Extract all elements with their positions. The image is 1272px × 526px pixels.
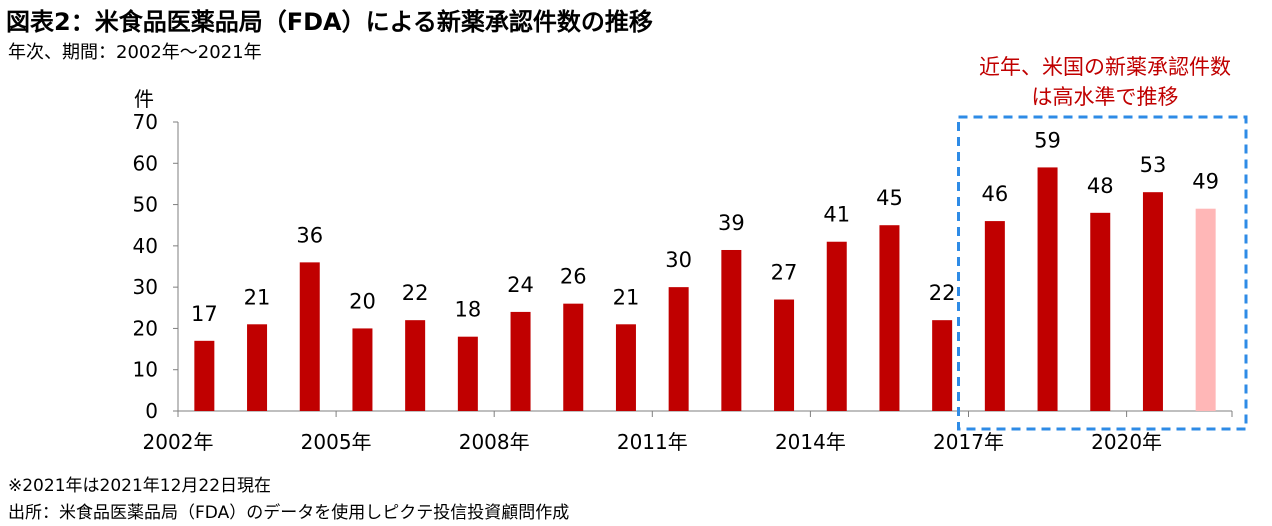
bar-value-label: 49 — [1192, 170, 1219, 194]
bar — [932, 320, 953, 411]
bar-value-label: 21 — [613, 285, 640, 309]
bar-value-label: 26 — [560, 265, 587, 289]
bar — [194, 340, 215, 411]
annotation-line2: は高水準で推移 — [1031, 85, 1179, 109]
bar — [984, 221, 1005, 411]
bar — [352, 328, 373, 411]
bar — [457, 336, 478, 411]
bar — [1037, 167, 1058, 411]
bar — [1090, 212, 1111, 411]
bar-value-label: 36 — [296, 223, 323, 247]
x-tick-label: 2011年 — [617, 430, 688, 454]
footnote-source: 出所：米食品医薬品局（FDA）のデータを使用しピクテ投信投資顧問作成 — [8, 503, 570, 523]
bar-value-label: 30 — [665, 248, 692, 272]
x-tick-label: 2002年 — [143, 430, 214, 454]
bar-value-label: 20 — [349, 289, 376, 313]
bar — [721, 249, 742, 411]
chart-title: 図表2：米食品医薬品局（FDA）による新薬承認件数の推移 — [6, 8, 653, 36]
bar-value-label: 17 — [191, 302, 218, 326]
y-axis-unit-label: 件 — [134, 87, 154, 111]
bar-value-label: 24 — [507, 273, 534, 297]
bar — [1195, 208, 1216, 411]
highlight-annotation: 近年、米国の新薬承認件数 は高水準で推移 — [940, 52, 1270, 112]
x-tick-label: 2020年 — [1091, 430, 1162, 454]
bars — [194, 167, 1216, 411]
bar-value-label: 45 — [876, 186, 903, 210]
bar — [615, 324, 636, 411]
bar — [879, 225, 900, 411]
bar-value-label: 22 — [929, 281, 956, 305]
y-tick-label: 30 — [133, 275, 158, 299]
y-tick-label: 40 — [133, 234, 158, 258]
bar-value-label: 48 — [1087, 174, 1114, 198]
bar — [826, 241, 847, 411]
y-tick-label: 50 — [133, 193, 158, 217]
y-tick-label: 10 — [133, 358, 158, 382]
data-labels: 17 21 36 20 22 18 24 26 21 30 39 27 41 45 22 46 59 48 53 49 — [191, 128, 1219, 325]
bar-value-label: 27 — [771, 261, 798, 285]
annotation-line1: 近年、米国の新薬承認件数 — [979, 55, 1231, 79]
bar-value-label: 22 — [402, 281, 429, 305]
bar-value-label: 21 — [244, 285, 271, 309]
bar — [774, 299, 795, 411]
bar — [405, 320, 426, 411]
y-tick-label: 70 — [133, 110, 158, 134]
x-tick-label: 2005年 — [301, 430, 372, 454]
bar-value-label: 39 — [718, 211, 745, 235]
bar — [563, 303, 584, 411]
bar — [299, 262, 320, 411]
x-tick-label: 2017年 — [933, 430, 1004, 454]
bar-value-label: 46 — [981, 182, 1008, 206]
footnote-date: ※2021年は2021年12月22日現在 — [8, 476, 272, 496]
bar — [1142, 192, 1163, 411]
bar — [668, 287, 689, 411]
chart-subtitle: 年次、期間：2002年～2021年 — [8, 42, 262, 63]
y-tick-label: 0 — [145, 399, 158, 423]
x-tick-label: 2008年 — [459, 430, 530, 454]
x-axis: 2002年 2005年 2008年 2011年 2014年 2017年 2020年 — [143, 410, 1233, 454]
bar-value-label: 59 — [1034, 128, 1061, 152]
y-tick-label: 60 — [133, 151, 158, 175]
bar-value-label: 41 — [823, 203, 850, 227]
y-tick-label: 20 — [133, 316, 158, 340]
bar — [510, 311, 531, 411]
bar — [247, 324, 268, 411]
x-tick-label: 2014年 — [775, 430, 846, 454]
y-axis: 0 10 20 30 40 50 60 70件 — [133, 87, 179, 423]
bar-value-label: 18 — [454, 298, 481, 322]
bar-value-label: 53 — [1140, 153, 1167, 177]
highlight-box — [957, 115, 1248, 431]
